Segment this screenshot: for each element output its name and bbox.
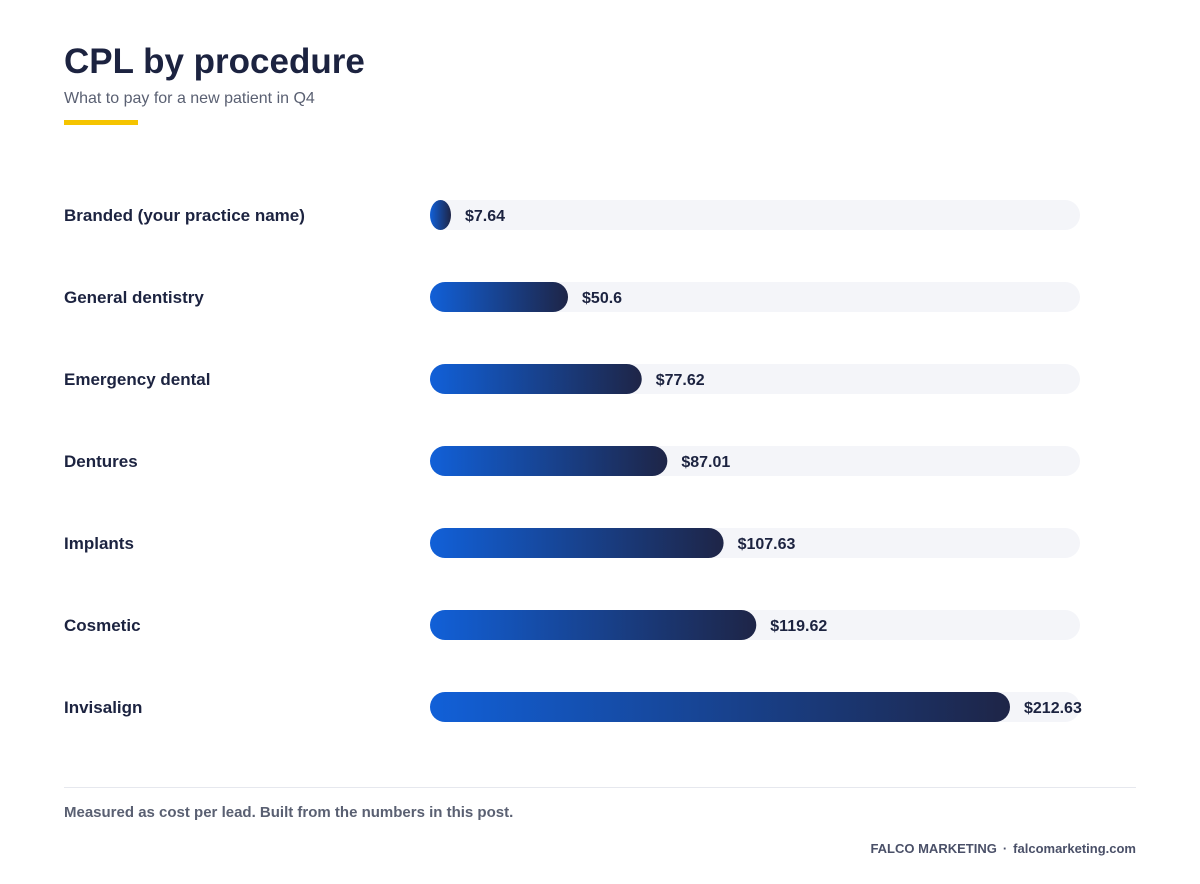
chart-subtitle: What to pay for a new patient in Q4 [64,90,315,107]
site-link[interactable]: falcomarketing.com [1013,841,1136,856]
value-label: $119.62 [770,618,827,635]
bar-row: Emergency dental $77.62 [64,364,1080,394]
value-label: $212.63 [1024,700,1082,717]
value-label: $77.62 [656,372,705,389]
bar-row: Cosmetic $119.62 [64,610,1080,640]
title-accent-underline [64,120,138,125]
bar-row: Branded (your practice name) $7.64 [64,200,1080,230]
brand-name: FALCO MARKETING [870,841,997,856]
footnote: Measured as cost per lead. Built from th… [64,804,514,821]
value-label: $107.63 [738,536,796,553]
value-label: $87.01 [681,454,730,471]
value-label: $50.6 [582,290,622,307]
bar [430,200,451,230]
bar-track [430,282,1080,312]
bar [430,610,757,640]
category-label: Branded (your practice name) [64,206,305,225]
category-label: Invisalign [64,698,142,717]
bar [430,364,642,394]
category-label: Cosmetic [64,616,141,635]
bar-row: Dentures $87.01 [64,446,1080,476]
value-label: $7.64 [465,208,505,225]
category-label: Dentures [64,452,138,471]
bar [430,446,668,476]
bar [430,528,724,558]
bar-row: General dentistry $50.6 [64,282,1080,312]
chart-title: CPL by procedure [64,42,365,81]
category-label: General dentistry [64,288,204,307]
bar [430,692,1010,722]
category-label: Implants [64,534,134,553]
category-label: Emergency dental [64,370,210,389]
credit-separator: · [1002,841,1008,856]
bar-track [430,200,1080,230]
bar [430,282,569,312]
bar-row: Implants $107.63 [64,528,1080,558]
bar-rows: Branded (your practice name) $7.64 General… [64,200,1082,722]
footer-divider [64,787,1136,788]
credit-line: FALCO MARKETING · falcomarketing.com [870,841,1136,856]
bar-row: Invisalign $212.63 [64,692,1082,722]
